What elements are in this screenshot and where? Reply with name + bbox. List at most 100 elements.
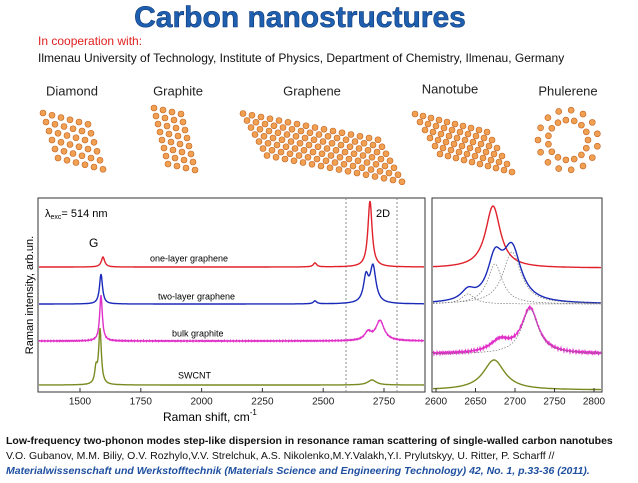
atom xyxy=(537,148,544,156)
atom xyxy=(534,136,542,144)
atom xyxy=(275,117,283,124)
atom xyxy=(158,136,166,144)
atom xyxy=(63,132,71,139)
zoom-plot-frame xyxy=(431,197,603,393)
atom xyxy=(162,152,170,160)
atom xyxy=(168,108,176,116)
atom xyxy=(277,148,285,156)
atom xyxy=(78,152,86,160)
atom xyxy=(484,162,492,170)
atom xyxy=(156,128,164,136)
atom xyxy=(178,148,186,156)
atom xyxy=(75,143,83,151)
x-tick-label: 2600 xyxy=(425,397,448,408)
atom xyxy=(269,134,277,142)
atom xyxy=(347,131,355,138)
atom xyxy=(350,150,358,158)
atom xyxy=(273,141,281,149)
atom xyxy=(570,155,578,163)
atom xyxy=(477,140,485,148)
atom xyxy=(555,108,563,115)
spectrum-curve xyxy=(433,308,601,354)
superscript: -1 xyxy=(250,408,258,417)
atom xyxy=(297,127,305,135)
spectrum-curve xyxy=(433,251,601,304)
spectrum-curve xyxy=(38,295,425,344)
atom xyxy=(364,146,372,154)
atom xyxy=(272,153,280,161)
atom xyxy=(292,132,300,140)
x-tick-label: 2000 xyxy=(190,397,213,408)
atom xyxy=(416,118,424,126)
atom xyxy=(570,117,578,125)
atom xyxy=(464,130,472,138)
x-tick-label: 2700 xyxy=(504,397,527,408)
atom xyxy=(389,176,397,184)
atom xyxy=(594,142,601,150)
atom xyxy=(545,140,552,148)
atom xyxy=(304,153,312,161)
atom xyxy=(479,154,487,162)
atom xyxy=(174,132,182,140)
caption-authors: V.O. Gubanov, M.M. Biliy, O.V. Rozhylo,V… xyxy=(6,450,554,462)
atom xyxy=(185,142,193,150)
atom xyxy=(311,124,319,131)
atom xyxy=(317,162,325,170)
atom xyxy=(548,124,556,132)
atom xyxy=(381,162,389,170)
atom xyxy=(582,128,590,136)
atom xyxy=(268,146,276,154)
atom xyxy=(359,152,367,159)
x-tick-label: 2500 xyxy=(312,397,335,408)
atom xyxy=(444,152,452,160)
atom xyxy=(278,136,286,144)
atom xyxy=(380,174,388,182)
atom xyxy=(90,163,98,171)
atom xyxy=(341,148,349,156)
atom xyxy=(333,134,341,142)
atom xyxy=(284,118,292,126)
atom xyxy=(411,110,419,118)
x-tick-label: 2750 xyxy=(543,397,566,408)
atom xyxy=(390,164,398,172)
atom xyxy=(66,116,74,124)
atom xyxy=(329,127,337,135)
atom xyxy=(302,122,310,130)
atom xyxy=(346,143,354,151)
atom xyxy=(182,164,190,172)
spectra xyxy=(38,200,602,391)
atom xyxy=(42,118,50,126)
text: = 514 nm xyxy=(61,208,107,220)
atom xyxy=(435,116,443,124)
atom xyxy=(87,129,95,137)
atom xyxy=(554,154,562,161)
atom xyxy=(562,116,570,124)
atom xyxy=(398,178,406,186)
excitation-label: λexc= 514 nm xyxy=(45,208,108,221)
atom xyxy=(172,124,180,132)
atom xyxy=(460,156,468,164)
atom xyxy=(60,147,68,155)
atom xyxy=(355,145,363,152)
atom xyxy=(472,132,480,140)
atom xyxy=(344,167,352,175)
atom xyxy=(548,148,556,156)
curve-label: SWCNT xyxy=(178,370,211,380)
atom xyxy=(537,124,544,132)
atom xyxy=(51,145,59,153)
x-tick-label: 1750 xyxy=(130,397,153,408)
material-label: Nanotube xyxy=(422,81,478,96)
atom xyxy=(487,156,495,164)
title: Carbon nanostructures xyxy=(134,1,466,34)
atom xyxy=(371,173,379,180)
atom xyxy=(176,140,184,148)
x-tick-label: 2250 xyxy=(251,397,274,408)
atom xyxy=(274,129,282,137)
atom xyxy=(164,160,172,168)
atom xyxy=(96,156,104,164)
x-axis-label: Raman shift, cm-1 xyxy=(163,408,257,424)
atom xyxy=(335,166,343,173)
atom xyxy=(332,146,340,154)
atom xyxy=(562,156,570,164)
